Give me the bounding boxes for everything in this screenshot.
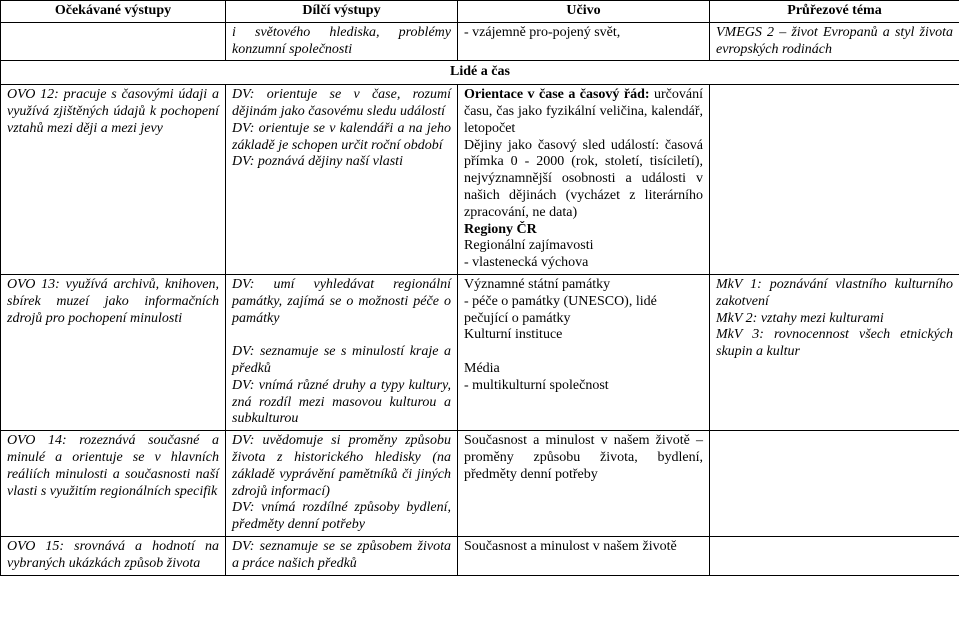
row0-c2: i světového hlediska, problémy konzumní … xyxy=(226,22,458,61)
row1-c3-a: Orientace v čase a časový řád: určování … xyxy=(464,87,703,136)
section-row: Lidé a čas xyxy=(1,61,959,85)
row4-c1-text: OVO 15: srovnává a hodnotí na vybraných … xyxy=(7,539,219,571)
row4: OVO 15: srovnává a hodnotí na vybraných … xyxy=(1,536,959,575)
row1-c3-d: Regiony ČR xyxy=(464,222,537,237)
row2-c4: MkV 1: poznávání vlastního kulturního za… xyxy=(710,274,959,430)
row4-c2: DV: seznamuje se se způsobem života a pr… xyxy=(226,536,458,575)
row4-c2-text: DV: seznamuje se se způsobem života a pr… xyxy=(232,539,451,571)
row0-c2-text: i světového hlediska, problémy konzumní … xyxy=(232,25,451,57)
row1-c3-f: - vlastenecká výchova xyxy=(464,255,588,270)
curriculum-table: Očekávané výstupy Dílčí výstupy Učivo Pr… xyxy=(0,0,959,576)
row1-c1-text: OVO 12: pracuje s časovými údaji a využí… xyxy=(7,87,219,136)
row3-c1: OVO 14: rozeznává současné a minulé a or… xyxy=(1,431,226,537)
row2-c2-text: DV: umí vyhledávat regionální památky, z… xyxy=(232,277,451,426)
row1-c3: Orientace v čase a časový řád: určování … xyxy=(458,85,710,275)
row2-c4-text: MkV 1: poznávání vlastního kulturního za… xyxy=(716,277,953,359)
row4-c1: OVO 15: srovnává a hodnotí na vybraných … xyxy=(1,536,226,575)
row1-c1: OVO 12: pracuje s časovými údaji a využí… xyxy=(1,85,226,275)
row1-c2-text: DV: orientuje se v čase, rozumí dějinám … xyxy=(232,87,451,169)
row2-c1-text: OVO 13: využívá archivů, knihoven, sbíre… xyxy=(7,277,219,326)
row0-c4: VMEGS 2 – život Evropanů a styl života e… xyxy=(710,22,959,61)
row2-c2: DV: umí vyhledávat regionální památky, z… xyxy=(226,274,458,430)
row2-c3: Významné státní památky - péče o památky… xyxy=(458,274,710,430)
row0-c3: - vzájemně pro-pojený svět, xyxy=(458,22,710,61)
row2-c1: OVO 13: využívá archivů, knihoven, sbíre… xyxy=(1,274,226,430)
row3-c4 xyxy=(710,431,959,537)
row3-c2-text: DV: uvědomuje si proměny způsobu života … xyxy=(232,433,451,532)
header-c3: Učivo xyxy=(458,1,710,23)
row1-c2: DV: orientuje se v čase, rozumí dějinám … xyxy=(226,85,458,275)
row1-c3-e: Regionální zajímavosti xyxy=(464,238,593,253)
row4-c4 xyxy=(710,536,959,575)
row0: i světového hlediska, problémy konzumní … xyxy=(1,22,959,61)
header-c4: Průřezové téma xyxy=(710,1,959,23)
row3: OVO 14: rozeznává současné a minulé a or… xyxy=(1,431,959,537)
row3-c3: Současnost a minulost v našem životě – p… xyxy=(458,431,710,537)
row0-c4-text: VMEGS 2 – život Evropanů a styl života e… xyxy=(716,25,953,57)
row3-c2: DV: uvědomuje si proměny způsobu života … xyxy=(226,431,458,537)
row1-c4 xyxy=(710,85,959,275)
row4-c3: Současnost a minulost v našem životě xyxy=(458,536,710,575)
row2-c3-text: Významné státní památky - péče o památky… xyxy=(464,277,657,393)
header-c2: Dílčí výstupy xyxy=(226,1,458,23)
row1-c3-c: Dějiny jako časový sled událostí: časová… xyxy=(464,138,703,220)
row2: OVO 13: využívá archivů, knihoven, sbíre… xyxy=(1,274,959,430)
row0-c1 xyxy=(1,22,226,61)
header-row: Očekávané výstupy Dílčí výstupy Učivo Pr… xyxy=(1,1,959,23)
header-c1: Očekávané výstupy xyxy=(1,1,226,23)
row1: OVO 12: pracuje s časovými údaji a využí… xyxy=(1,85,959,275)
row3-c1-text: OVO 14: rozeznává současné a minulé a or… xyxy=(7,433,219,498)
row1-c3-a-b: Orientace v čase a časový řád: xyxy=(464,87,650,102)
section-cell: Lidé a čas xyxy=(1,61,959,85)
